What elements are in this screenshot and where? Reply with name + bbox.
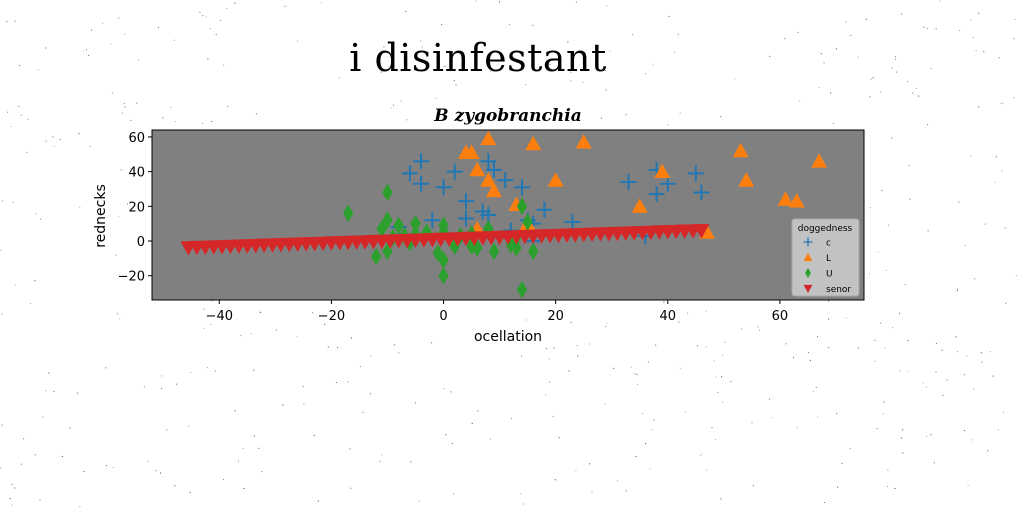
y-tick-label: 0 — [137, 235, 145, 250]
point-L — [811, 153, 828, 168]
point-c — [693, 184, 710, 201]
point-U — [522, 213, 533, 231]
y-tick-label: 60 — [128, 131, 145, 146]
point-U — [382, 211, 393, 230]
point-c — [564, 213, 581, 230]
point-c — [457, 193, 474, 210]
point-senor — [693, 224, 710, 239]
point-L — [480, 130, 497, 146]
point-L — [777, 191, 794, 206]
point-L — [469, 161, 486, 177]
point-c — [457, 210, 474, 227]
y-tick-label: −20 — [118, 270, 145, 285]
point-L — [463, 144, 480, 159]
point-U — [438, 251, 449, 269]
legend-marker-U — [805, 268, 811, 278]
point-c — [446, 163, 463, 180]
legend-label-senor: senor — [826, 285, 851, 295]
x-tick-label: 0 — [439, 309, 447, 324]
legend-marker-c — [803, 237, 813, 247]
point-U — [438, 223, 449, 242]
point-U — [371, 247, 382, 266]
x-tick-label: −20 — [318, 309, 345, 324]
x-tick-label: 40 — [660, 309, 677, 324]
point-L — [485, 182, 502, 198]
point-c — [497, 172, 514, 189]
point-L — [738, 172, 755, 187]
legend-label-U: U — [826, 270, 833, 280]
point-L — [547, 172, 564, 187]
point-c — [435, 179, 452, 196]
point-L — [575, 134, 592, 149]
y-axis-label: rednecks — [93, 184, 109, 248]
legend-label-L: L — [826, 254, 831, 264]
x-tick-label: −40 — [206, 309, 233, 324]
chart-title: B zygobranchia — [433, 106, 581, 126]
point-c — [648, 186, 665, 203]
x-axis-label: ocellation — [474, 329, 542, 345]
point-U — [410, 214, 421, 233]
point-U — [516, 280, 528, 299]
point-c — [514, 179, 531, 196]
point-U — [438, 266, 449, 285]
page-title: i disinfestant — [349, 36, 607, 80]
point-L — [480, 172, 497, 187]
legend-marker-L — [803, 253, 813, 262]
y-tick-label: 20 — [128, 200, 145, 215]
point-c — [687, 165, 704, 182]
point-L — [732, 142, 749, 158]
legend-title: doggedness — [798, 224, 853, 234]
point-U — [516, 197, 528, 216]
point-U — [343, 204, 354, 223]
point-c — [536, 201, 553, 218]
point-U — [505, 235, 517, 254]
point-c — [424, 212, 441, 229]
point-c — [485, 161, 502, 178]
x-tick-label: 60 — [772, 309, 789, 324]
point-U — [393, 216, 404, 235]
point-c — [480, 153, 497, 170]
point-L — [525, 135, 542, 151]
point-U — [376, 220, 388, 238]
point-L — [654, 163, 671, 179]
plot-area — [151, 129, 865, 301]
x-tick-label: 20 — [547, 309, 564, 324]
point-U — [382, 183, 393, 202]
legend-box — [791, 218, 860, 297]
legend-marker-senor — [803, 284, 813, 293]
point-c — [413, 153, 430, 170]
x-axis-ticks: −40 −20 0 20 40 60 — [206, 300, 789, 324]
point-U — [382, 242, 393, 261]
point-c — [659, 175, 676, 192]
legend-label-c: c — [826, 239, 831, 249]
point-c — [401, 165, 418, 182]
data-markers — [180, 130, 828, 299]
point-c — [413, 175, 430, 192]
y-tick-label: 40 — [128, 166, 145, 181]
y-axis-ticks: −20 0 20 40 60 — [118, 131, 152, 285]
point-U — [528, 242, 539, 261]
point-U — [488, 242, 500, 261]
point-c — [620, 174, 637, 191]
point-L — [788, 193, 805, 208]
point-L — [631, 198, 648, 213]
